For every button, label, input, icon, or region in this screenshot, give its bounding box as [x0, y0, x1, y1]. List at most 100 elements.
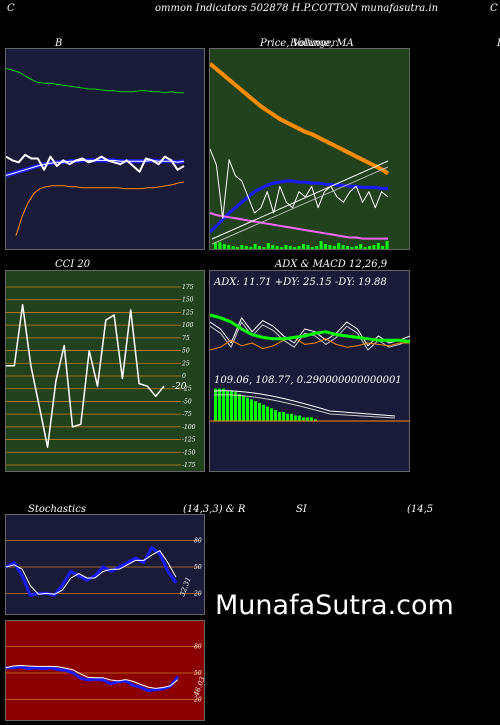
rsi-value-label: 46.03: [192, 675, 206, 698]
rsi-tick-label: 50: [194, 670, 202, 677]
volume-bar: [253, 244, 257, 249]
b-price-line: [6, 153, 185, 173]
cci-tick-label: 50: [182, 348, 190, 355]
header-c-right: C: [490, 3, 498, 14]
macd-histogram-bar: [282, 412, 285, 421]
price-trend-line-2: [211, 166, 389, 245]
volume-bar: [271, 245, 275, 249]
volume-bar: [368, 246, 371, 249]
volume-bar: [262, 247, 266, 249]
rsi-line: [6, 665, 180, 693]
adx-macd-panel-title: ADX & MACD 12,26,9: [275, 259, 388, 270]
cci-tick-label: -75: [182, 411, 192, 418]
macd-histogram-bar: [306, 417, 309, 421]
cci-line: [6, 304, 165, 448]
stoch-tick-label: 20: [193, 590, 202, 597]
price-ma-long-line: [210, 62, 390, 176]
volume-bar: [372, 245, 376, 249]
b-upper-band-line: [6, 67, 184, 94]
macd-histogram-bar: [278, 412, 281, 421]
stoch-title-left: Stochastics: [28, 504, 86, 515]
volume-bar: [284, 245, 288, 249]
volume-bar: [319, 241, 323, 249]
macd-histogram-bar: [266, 406, 269, 421]
stoch-panel: 80 50 20 32.31: [5, 514, 205, 615]
macd-histogram-bar: [250, 399, 253, 421]
price-chart: [210, 62, 390, 249]
cci-tick-label: -25: [182, 386, 192, 393]
right-edge-label: I: [497, 38, 500, 49]
volume-bar: [222, 244, 226, 249]
macd-histogram-bar: [294, 415, 297, 421]
volume-bar: [381, 246, 385, 249]
header-c-left: C: [7, 3, 15, 14]
cci-tick-label: -50: [182, 398, 192, 405]
macd-histogram-bar: [314, 419, 317, 421]
b-lower-band-line: [15, 181, 185, 236]
volume-bar: [214, 243, 217, 249]
rsi-tick-label: 20: [193, 696, 202, 703]
price-ma-short-line: [210, 212, 388, 240]
volume-bar: [288, 246, 292, 249]
cci-tick-label: -150: [182, 449, 196, 456]
volume-bar: [275, 246, 279, 249]
price-ma-mid-line: [210, 179, 388, 234]
price-line: [210, 148, 389, 219]
volume-bar: [236, 247, 239, 249]
volume-bar: [328, 245, 332, 249]
volume-bar: [249, 247, 253, 249]
cci-tick-label: -100: [182, 424, 196, 431]
volume-bar: [227, 245, 231, 249]
macd-histogram-bar: [298, 415, 301, 421]
stoch-k-line: [6, 546, 178, 597]
b-panel-title: B: [55, 38, 63, 49]
cci-value-label: -20: [172, 382, 187, 392]
price-panel: [209, 48, 410, 250]
price-trend-line-1: [211, 160, 389, 240]
stoch-tick-label: 50: [194, 564, 202, 571]
volume-bar: [231, 246, 235, 249]
macd-histogram-bar: [214, 388, 217, 421]
rsi-title-si: SI: [296, 504, 307, 515]
rsi-tick-label: 80: [194, 644, 202, 651]
macd-histogram-bar: [226, 390, 229, 421]
adx-plus-dy-line: [210, 317, 411, 347]
macd-histogram-bar: [222, 388, 225, 421]
volume-bar: [315, 246, 319, 249]
volume-bar: [363, 247, 367, 249]
macd-histogram-bar: [270, 408, 273, 421]
cci-tick-label: -175: [182, 462, 196, 469]
macd-histogram-bar: [258, 403, 261, 421]
cci-chart: 175 150 125 100 75 50 25 0 -25 -50 -75 -100 -125 -150…: [6, 284, 196, 469]
b-panel: [5, 48, 205, 250]
cci-panel-title: CCI 20: [55, 259, 91, 270]
macd-histogram-bar: [246, 397, 249, 421]
macd-histogram-bar: [286, 413, 289, 421]
volume-bar: [346, 246, 349, 249]
cci-tick-label: 25: [181, 360, 190, 367]
macd-histogram-bar: [242, 395, 245, 421]
stoch-value-label: 32.31: [178, 576, 192, 598]
macd-histogram-bar: [230, 390, 233, 421]
adx-values-text: ADX: 11.71 +DY: 25.15 -DY: 19.88: [214, 277, 387, 288]
volume-bar: [332, 246, 336, 249]
macd-values-text: 109.06, 108.77, 0.290000000000001: [214, 375, 402, 386]
macd-histogram-bar: [218, 388, 221, 421]
cci-panel: 175 150 125 100 75 50 25 0 -25 -50 -75 -100 -125 -150…: [5, 270, 205, 472]
cci-tick-label: 75: [182, 335, 190, 342]
cci-tick-label: -125: [182, 437, 196, 444]
volume-bar: [376, 243, 380, 249]
volume-bar: [324, 244, 327, 249]
cci-tick-label: 100: [182, 322, 194, 329]
macd-histogram-bar: [254, 401, 257, 421]
stoch-d-line: [6, 550, 177, 595]
volume-bar: [385, 241, 389, 249]
volume-bar: [306, 245, 310, 249]
stoch-tick-label: 80: [194, 538, 202, 545]
rsi-title-params: (14,5: [407, 504, 434, 515]
volume-bar: [280, 247, 283, 249]
volume-bar: [341, 245, 345, 249]
cci-tick-label: 175: [182, 284, 194, 291]
adx-minus-dy-line: [210, 336, 410, 351]
